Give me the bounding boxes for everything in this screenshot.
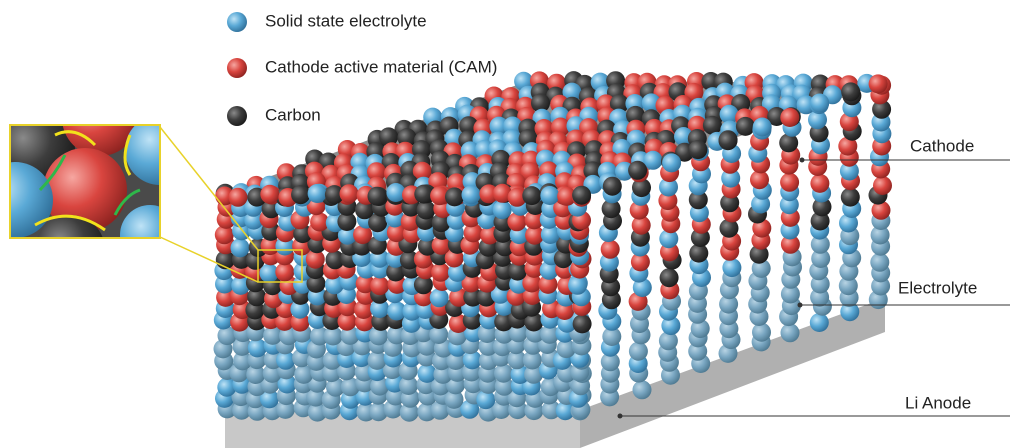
particle <box>779 133 798 152</box>
particle <box>719 131 738 150</box>
particle <box>662 153 681 172</box>
particle <box>753 118 772 137</box>
particle <box>703 116 722 135</box>
leader-dot <box>618 414 623 419</box>
particle <box>873 176 892 195</box>
particle <box>810 313 829 332</box>
particle <box>462 185 481 204</box>
legend-swatch <box>227 12 247 32</box>
diagram: Solid state electrolyte Cathode active m… <box>0 0 1010 448</box>
particle <box>780 173 799 192</box>
legend-swatch <box>227 106 247 126</box>
particle <box>291 185 310 204</box>
layer-label: Electrolyte <box>898 278 977 297</box>
particle <box>601 240 620 259</box>
particle <box>633 380 652 399</box>
particle <box>781 323 800 342</box>
particle <box>573 314 592 333</box>
particle <box>603 177 622 196</box>
zoom-inset <box>0 80 195 285</box>
leader-dot <box>800 158 805 163</box>
particle <box>430 288 449 307</box>
particle <box>370 276 389 295</box>
legend-label: Solid state electrolyte <box>265 11 427 30</box>
particle <box>568 276 587 295</box>
legend-label: Carbon <box>265 105 321 124</box>
particle <box>628 161 647 180</box>
particle <box>629 342 648 361</box>
layer-label: Cathode <box>910 136 974 155</box>
particle <box>248 338 267 357</box>
particle <box>780 108 799 127</box>
particle <box>445 187 464 206</box>
particle <box>736 117 755 136</box>
particle <box>231 238 250 257</box>
particle <box>493 200 512 219</box>
particle <box>540 186 559 205</box>
particle <box>431 263 450 282</box>
particle <box>522 186 541 205</box>
particle <box>660 268 679 287</box>
particle <box>688 140 707 159</box>
legend-swatch <box>227 58 247 78</box>
legend-label: Cathode active material (CAM) <box>265 57 497 76</box>
particle <box>308 184 327 203</box>
particle <box>572 186 591 205</box>
leader-dot <box>798 303 803 308</box>
particle <box>368 187 387 206</box>
layer-label: Li Anode <box>905 393 971 412</box>
particle <box>340 184 359 203</box>
particle <box>841 82 860 101</box>
particle <box>841 188 860 207</box>
particle <box>494 364 513 383</box>
particle <box>810 174 829 193</box>
particle <box>722 258 741 277</box>
particle <box>229 188 248 207</box>
particle <box>260 185 279 204</box>
particle <box>869 74 888 93</box>
particle <box>810 94 829 113</box>
page: Solid state electrolyte Cathode active m… <box>0 0 1010 448</box>
